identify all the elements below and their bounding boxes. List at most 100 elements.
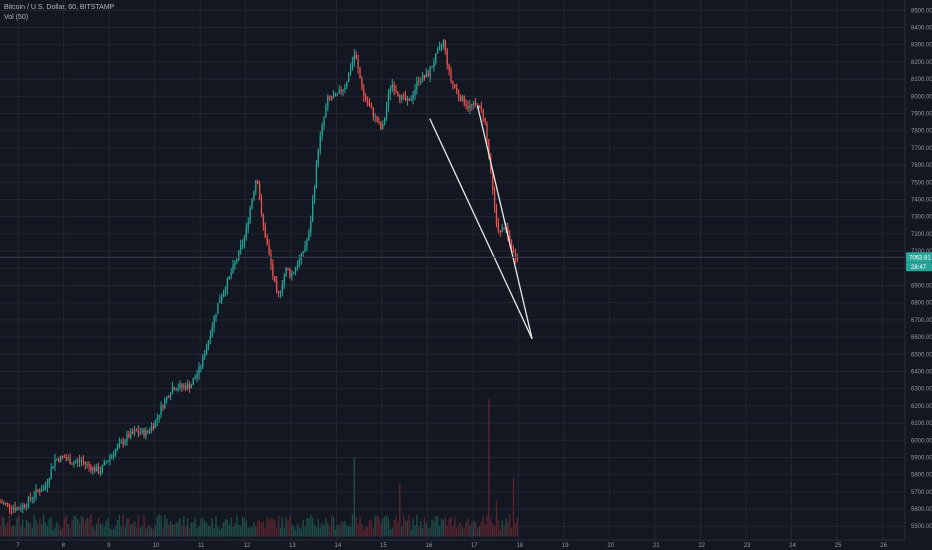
candle-body xyxy=(429,67,431,77)
candle-body xyxy=(454,84,456,88)
time-tick-label: 26 xyxy=(880,543,887,549)
candle-body xyxy=(264,225,266,238)
candle-body xyxy=(75,461,77,463)
volume-bar xyxy=(330,515,333,537)
time-tick-label: 7 xyxy=(16,543,20,549)
candle-body xyxy=(58,458,60,462)
volume-bar xyxy=(217,526,219,537)
volume-bar xyxy=(289,515,291,537)
time-tick-label: 21 xyxy=(653,543,660,549)
candle-body xyxy=(372,108,374,117)
volume-bar xyxy=(164,514,166,537)
volume-bar xyxy=(113,529,115,537)
candle-body xyxy=(503,228,505,230)
candle-body xyxy=(185,385,187,389)
trend-lines[interactable] xyxy=(429,105,533,340)
candle-body xyxy=(211,327,213,337)
candle-body xyxy=(232,264,234,273)
candle-body xyxy=(141,430,143,433)
candle-body xyxy=(42,487,45,491)
candle-body xyxy=(226,278,229,290)
volume-bar xyxy=(88,518,90,537)
candle-body xyxy=(311,200,314,222)
volume-bar xyxy=(196,528,198,537)
symbol-title[interactable]: Bitcoin / U.S. Dollar, 60, BITSTAMP xyxy=(4,4,115,11)
candle-body xyxy=(175,389,177,391)
volume-bar xyxy=(145,528,147,537)
candle-body xyxy=(474,102,477,104)
volume-bar xyxy=(351,514,354,537)
volume-bar xyxy=(370,520,373,537)
volume-bar xyxy=(497,519,500,537)
volume-bar xyxy=(323,525,325,537)
volume-bar xyxy=(420,521,422,537)
time-axis[interactable]: 7 8 9 10 11 12 13 14 15 16 17 18 19 20 21 22 23 24 25 26 xyxy=(0,539,905,549)
volume-bar xyxy=(492,523,494,537)
candle-body xyxy=(88,463,90,467)
volume-bar xyxy=(294,529,297,537)
volume-bar xyxy=(438,525,441,537)
volume-bar xyxy=(510,527,513,537)
candle-body xyxy=(247,221,249,228)
candle-body xyxy=(143,430,145,437)
volume-bar xyxy=(116,519,119,537)
candle-body xyxy=(35,489,37,497)
volume-bar xyxy=(476,528,479,537)
price-tick-label: 7300.00 xyxy=(911,215,932,221)
candle-body xyxy=(368,103,371,107)
chart-legend: Bitcoin / U.S. Dollar, 60, BITSTAMP Vol … xyxy=(4,3,114,23)
volume-bar xyxy=(226,519,229,537)
candle-body xyxy=(408,98,410,101)
candle-body xyxy=(317,150,320,164)
volume-bar xyxy=(5,526,7,537)
price-tick-label: 5800.00 xyxy=(911,473,932,479)
candle-body xyxy=(376,116,378,122)
last-price-tag xyxy=(906,252,932,263)
volume-bar xyxy=(372,527,374,537)
volume-bar xyxy=(173,524,175,537)
volume-bar xyxy=(262,521,265,537)
candle-body xyxy=(205,347,208,355)
candle-body xyxy=(262,214,265,226)
candle-body xyxy=(1,502,3,504)
volume-bar xyxy=(456,528,458,537)
candle-body xyxy=(124,440,126,445)
candle-body xyxy=(486,122,488,140)
volume-bar xyxy=(61,527,64,537)
volume-bar xyxy=(505,518,507,537)
volume-bar xyxy=(230,517,232,537)
candle-body xyxy=(308,232,310,241)
price-tick-label: 6900.00 xyxy=(911,283,932,289)
volume-bar xyxy=(86,517,88,537)
candle-body xyxy=(406,98,409,101)
candle-body xyxy=(177,388,179,390)
volume-bar xyxy=(474,521,477,537)
volume-bar xyxy=(391,528,393,537)
volume-indicator-title[interactable]: Vol (50) xyxy=(4,14,29,21)
volume-bar xyxy=(296,523,299,537)
candle-body xyxy=(27,497,30,506)
candle-body xyxy=(363,89,365,97)
volume-bar xyxy=(73,515,75,537)
candle-body xyxy=(355,54,357,60)
volume-bar xyxy=(213,528,215,537)
volume-bar xyxy=(272,518,274,537)
volume-bar xyxy=(495,500,498,537)
candle-body xyxy=(351,61,354,70)
candle-body xyxy=(101,465,103,472)
price-axis[interactable]: 5500.00 5600.00 5700.00 5800.00 5900.00 6000.… xyxy=(904,0,932,540)
candle-body xyxy=(236,259,238,263)
candle-body xyxy=(402,94,405,96)
candle-body xyxy=(437,49,439,54)
volume-bar xyxy=(42,514,45,537)
volume-bar xyxy=(192,521,194,537)
candle-body xyxy=(410,99,412,101)
candle-body xyxy=(361,78,363,90)
volume-bar xyxy=(48,518,50,537)
volume-bar xyxy=(37,524,39,537)
volume-bar xyxy=(23,528,26,537)
candle-body xyxy=(14,507,16,511)
volume-bar xyxy=(84,521,86,537)
price-tick-label: 6200.00 xyxy=(911,404,932,410)
